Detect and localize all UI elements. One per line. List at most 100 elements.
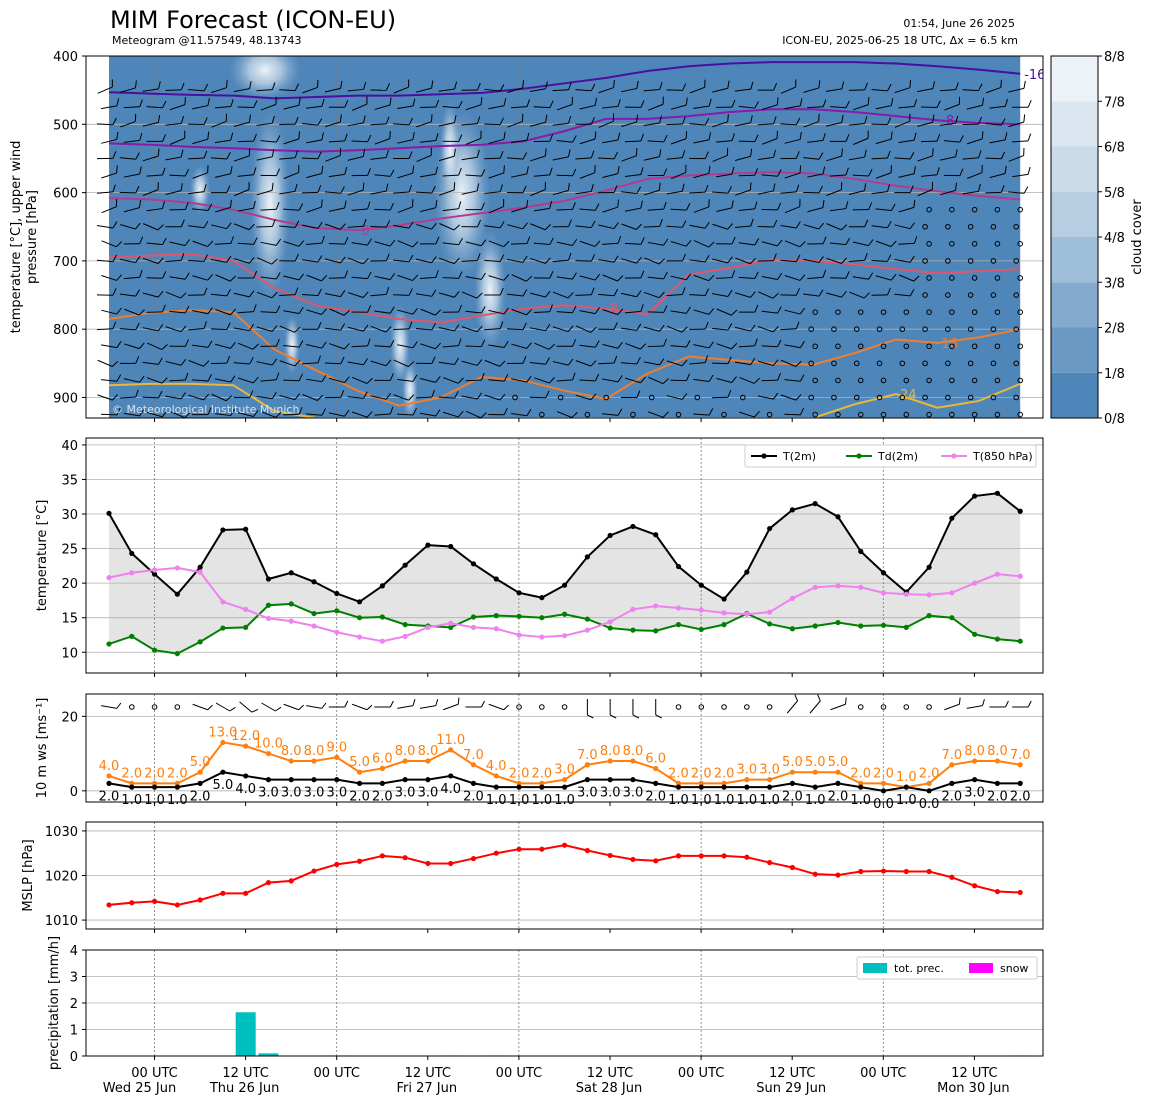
gust-point [220, 740, 225, 745]
wind-speed-point [813, 785, 818, 790]
barb-feather [1005, 701, 1008, 707]
gust-value-label: 8.0 [964, 744, 985, 759]
gust-value-label: 7.0 [463, 748, 484, 763]
barb-feather [390, 701, 393, 707]
t850-point [790, 596, 795, 601]
t2m-point [653, 532, 658, 537]
wind-speed-point [471, 781, 476, 786]
wind-barb [374, 701, 393, 707]
wind-speed-point [1018, 781, 1023, 786]
t850-point [630, 607, 635, 612]
x-date-label: Sat 28 Jun [576, 1081, 642, 1096]
barb-shaft [810, 701, 820, 713]
gust-value-label: 2.0 [919, 766, 940, 781]
cloud-cover-patch [284, 315, 300, 375]
y-tick-label: 1020 [45, 870, 78, 885]
td2m-point [311, 611, 316, 616]
wind-speed-point [653, 781, 658, 786]
wind-speed-point [220, 770, 225, 775]
y-axis-label: 10 m ws [ms⁻¹] [35, 698, 50, 799]
t850-point [744, 612, 749, 617]
isotherm-label: -16 [1024, 68, 1045, 83]
calm-wind-marker [562, 705, 567, 710]
t850-point [289, 619, 294, 624]
t850-point [403, 634, 408, 639]
wind-speed-value-label: 3.0 [281, 786, 302, 801]
wind-speed-point [152, 785, 157, 790]
t850-point [106, 575, 111, 580]
barb-shaft [985, 158, 1001, 159]
wind-speed-point [721, 785, 726, 790]
barb-shaft [420, 706, 436, 709]
gust-value-label: 10.0 [254, 737, 283, 752]
y-tick-label: 15 [61, 612, 78, 627]
t850-point [425, 625, 430, 630]
copyright-note: © Meteorological Institute Munich [112, 403, 299, 416]
wind-speed-point [403, 777, 408, 782]
t2m-point [562, 583, 567, 588]
t2m-point [539, 595, 544, 600]
barb-shaft [302, 158, 318, 159]
td2m-point [175, 651, 180, 656]
gust-point [813, 770, 818, 775]
mslp-point [653, 858, 658, 863]
t2m-point [699, 583, 704, 588]
t2m-point [676, 564, 681, 569]
wind-speed-value-label: 1.0 [554, 793, 575, 808]
gust-value-label: 2.0 [531, 766, 552, 781]
td2m-point [881, 623, 886, 628]
barb-shaft [147, 278, 163, 279]
legend-marker [761, 453, 766, 458]
t2m-point [608, 533, 613, 538]
barb-feather [117, 702, 121, 708]
gust-point [562, 777, 567, 782]
td2m-point [494, 613, 499, 618]
wind-barb [352, 699, 372, 711]
gust-point [630, 758, 635, 763]
colorbar-tick-label: 5/8 [1104, 186, 1125, 201]
wind-speed-point [585, 777, 590, 782]
td2m-point [835, 620, 840, 625]
x-tick-label: 12 UTC [587, 1066, 633, 1081]
x-tick-label: 12 UTC [951, 1066, 997, 1081]
wind-speed-point [516, 785, 521, 790]
y-tick-label: 900 [53, 392, 78, 407]
wind-speed-value-label: 1.0 [486, 793, 507, 808]
t850-point [175, 565, 180, 570]
x-date-label: Thu 26 Jun [209, 1081, 280, 1096]
barb-shaft [557, 175, 573, 176]
mslp-point [129, 900, 134, 905]
wind-speed-point [630, 777, 635, 782]
barb-shaft [758, 261, 774, 262]
x-tick-label: 00 UTC [131, 1066, 177, 1081]
mslp-point [562, 843, 567, 848]
chart-subtitle: Meteogram @11.57549, 48.13743 [112, 34, 302, 47]
mslp-point [494, 851, 499, 856]
barb-feather [843, 698, 848, 705]
gust-value-label: 5.0 [782, 755, 803, 770]
t850-point [608, 619, 613, 624]
wind-speed-value-label: 1.0 [896, 793, 917, 808]
td2m-point [858, 623, 863, 628]
t2m-point [266, 576, 271, 581]
t850-point [243, 607, 248, 612]
legend-marker [856, 453, 861, 458]
y-axis-label: temperature [°C] [35, 500, 50, 612]
t850-point [858, 585, 863, 590]
gust-value-label: 2.0 [668, 766, 689, 781]
y-axis-label-line: pressure [hPa] [25, 190, 40, 284]
y-tick-label: 0 [70, 785, 78, 800]
t850-point [949, 590, 954, 595]
gust-value-label: 2.0 [714, 766, 735, 781]
gust-point [972, 758, 977, 763]
wind-barb [805, 695, 822, 713]
barb-shaft [575, 261, 591, 262]
barb-shaft [256, 226, 272, 227]
gust-value-label: 7.0 [1010, 748, 1031, 763]
barb-shaft [216, 703, 230, 711]
wind-speed-point [790, 781, 795, 786]
barb-feather [252, 708, 258, 715]
t2m-point [881, 570, 886, 575]
wind-speed-value-label: 1.0 [668, 793, 689, 808]
